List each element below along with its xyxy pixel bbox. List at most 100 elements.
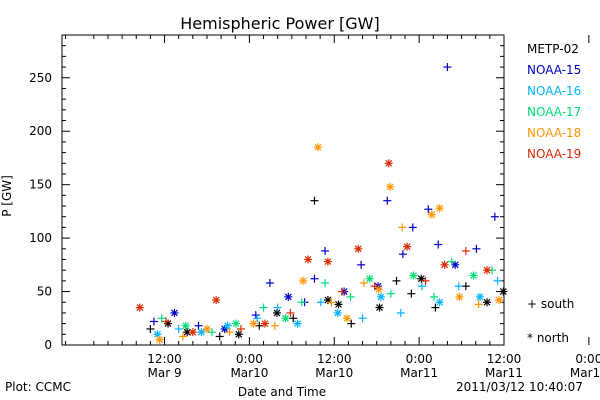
y-axis-label: P [GW] xyxy=(0,175,14,217)
x-tick-time-label: 12:00 xyxy=(317,352,352,366)
data-point xyxy=(310,196,319,205)
data-point xyxy=(299,276,308,285)
data-point xyxy=(260,319,269,328)
data-point xyxy=(236,324,245,333)
data-point xyxy=(321,279,330,287)
data-point xyxy=(396,308,405,317)
symbol-legend-entry: + south xyxy=(527,297,575,311)
data-point xyxy=(469,271,478,280)
data-point xyxy=(310,274,319,283)
data-point xyxy=(475,292,484,301)
data-point xyxy=(183,328,192,337)
data-point xyxy=(461,246,470,255)
data-point xyxy=(207,328,216,337)
data-point xyxy=(370,282,379,291)
data-point xyxy=(434,240,443,249)
x-tick-date-label: Mar10 xyxy=(315,366,353,380)
data-point xyxy=(417,282,426,291)
chart-title: Hemispheric Power [GW] xyxy=(180,14,379,33)
data-point xyxy=(273,303,282,312)
data-point xyxy=(375,303,384,312)
data-point xyxy=(231,319,240,328)
data-point xyxy=(384,159,393,168)
data-point xyxy=(440,260,449,269)
data-point xyxy=(323,257,332,266)
data-point xyxy=(429,292,438,301)
data-point xyxy=(338,287,347,296)
x-tick-time-label: 12:00 xyxy=(147,352,182,366)
data-point xyxy=(234,330,243,339)
x-axis-label: Date and Time xyxy=(238,385,326,399)
y-tick-label: 0 xyxy=(44,338,52,352)
data-point xyxy=(354,244,363,253)
data-point xyxy=(499,287,508,296)
data-point xyxy=(409,271,418,280)
data-point xyxy=(483,266,492,275)
x-tick-time-label: 0:00 xyxy=(236,352,263,366)
data-point xyxy=(265,279,274,287)
data-point xyxy=(135,303,144,312)
data-point xyxy=(398,250,407,259)
data-point xyxy=(403,242,412,251)
data-point xyxy=(474,300,483,309)
data-point xyxy=(386,289,395,298)
data-point xyxy=(386,182,395,191)
x-tick-date-label: Mar 9 xyxy=(147,366,181,380)
data-point xyxy=(483,298,492,307)
data-point xyxy=(272,308,281,317)
data-point xyxy=(358,314,367,323)
data-point xyxy=(304,255,313,264)
data-point xyxy=(398,223,407,232)
data-points xyxy=(135,63,508,344)
legend-entry: NOAA-15 xyxy=(527,63,582,77)
data-point xyxy=(178,332,187,341)
data-point xyxy=(461,282,470,291)
data-point xyxy=(447,257,456,266)
data-point xyxy=(223,321,232,330)
data-point xyxy=(289,314,298,323)
data-point xyxy=(316,298,325,307)
data-point xyxy=(424,205,433,214)
data-point xyxy=(454,282,463,291)
data-point xyxy=(155,335,164,344)
data-point xyxy=(202,324,211,333)
data-point xyxy=(408,223,417,232)
data-point xyxy=(314,143,323,152)
y-tick-label: 50 xyxy=(37,285,52,299)
x-tick-date-label: Mar10 xyxy=(230,366,268,380)
data-point xyxy=(188,328,197,337)
x-tick-time-label: 12:00 xyxy=(487,352,522,366)
legend-entry: NOAA-18 xyxy=(527,126,582,140)
data-point xyxy=(346,292,355,301)
data-point xyxy=(157,314,166,323)
data-point xyxy=(493,276,502,285)
x-tick-date-label: Mar11 xyxy=(485,366,523,380)
data-point xyxy=(323,296,332,305)
data-point xyxy=(286,308,295,317)
data-point xyxy=(327,298,336,307)
data-point xyxy=(365,274,374,283)
data-point xyxy=(255,321,264,330)
data-point xyxy=(490,212,499,221)
data-point xyxy=(215,332,224,341)
data-point xyxy=(376,292,385,301)
data-point xyxy=(174,324,183,333)
data-point xyxy=(343,314,352,323)
x-tick-date-label: Mar12 xyxy=(570,366,600,380)
data-point xyxy=(392,276,401,285)
data-point xyxy=(321,246,330,255)
data-point xyxy=(284,292,293,301)
y-tick-label: 250 xyxy=(29,71,52,85)
data-point xyxy=(146,324,155,333)
legend-entry: NOAA-19 xyxy=(527,147,582,161)
data-point xyxy=(374,285,383,294)
data-point xyxy=(421,276,430,285)
data-point xyxy=(293,319,302,328)
plot-frame xyxy=(61,34,505,346)
data-point xyxy=(333,308,342,317)
data-point xyxy=(212,296,221,305)
data-point xyxy=(149,317,158,326)
data-point xyxy=(417,274,426,283)
